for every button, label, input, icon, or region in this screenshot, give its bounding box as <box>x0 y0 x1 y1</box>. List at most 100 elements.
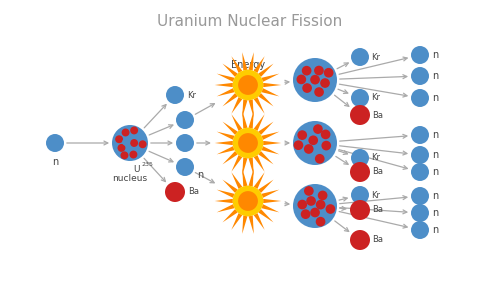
Circle shape <box>293 58 337 102</box>
Circle shape <box>298 130 307 140</box>
Circle shape <box>130 150 138 158</box>
Circle shape <box>350 200 370 220</box>
Polygon shape <box>263 83 281 87</box>
Text: Ba: Ba <box>188 188 199 196</box>
Circle shape <box>166 86 184 104</box>
Polygon shape <box>262 204 280 212</box>
Polygon shape <box>216 88 234 96</box>
Circle shape <box>314 66 324 76</box>
Text: n: n <box>432 191 438 201</box>
Text: n: n <box>432 71 438 81</box>
Polygon shape <box>258 209 274 223</box>
Polygon shape <box>232 114 242 131</box>
Polygon shape <box>254 114 264 131</box>
Text: Energy: Energy <box>231 60 265 70</box>
Circle shape <box>304 144 314 154</box>
Circle shape <box>238 75 258 95</box>
Circle shape <box>324 68 334 78</box>
Circle shape <box>326 204 335 214</box>
Polygon shape <box>222 93 238 106</box>
Polygon shape <box>222 122 238 135</box>
Polygon shape <box>242 100 248 118</box>
Text: n: n <box>432 93 438 103</box>
Polygon shape <box>258 93 274 106</box>
Polygon shape <box>242 168 248 186</box>
Circle shape <box>350 230 370 250</box>
Circle shape <box>120 151 128 159</box>
Circle shape <box>351 89 369 107</box>
Polygon shape <box>262 132 280 140</box>
Polygon shape <box>262 146 280 154</box>
Circle shape <box>310 75 320 84</box>
Polygon shape <box>248 168 254 186</box>
Polygon shape <box>242 158 248 176</box>
Circle shape <box>112 125 148 161</box>
Polygon shape <box>258 122 274 135</box>
Polygon shape <box>232 97 242 114</box>
Text: n: n <box>432 130 438 140</box>
Circle shape <box>176 134 194 152</box>
Text: n: n <box>432 225 438 235</box>
Text: U: U <box>133 165 140 174</box>
Circle shape <box>302 66 312 76</box>
Circle shape <box>322 141 331 150</box>
Text: n: n <box>432 167 438 177</box>
Circle shape <box>411 163 429 181</box>
Circle shape <box>411 67 429 85</box>
Text: Ba: Ba <box>372 168 383 176</box>
Circle shape <box>294 140 304 150</box>
Text: Ba: Ba <box>372 110 383 120</box>
Circle shape <box>304 186 314 196</box>
Circle shape <box>301 209 310 219</box>
Polygon shape <box>263 199 281 203</box>
Polygon shape <box>262 88 280 96</box>
Polygon shape <box>254 97 264 114</box>
Circle shape <box>118 144 126 152</box>
Text: Kr: Kr <box>371 53 380 61</box>
Polygon shape <box>254 172 264 189</box>
Circle shape <box>130 126 138 134</box>
Circle shape <box>313 124 323 134</box>
Polygon shape <box>242 216 248 234</box>
Circle shape <box>122 128 130 136</box>
Circle shape <box>316 200 326 209</box>
Circle shape <box>293 121 337 165</box>
Polygon shape <box>232 56 242 73</box>
Polygon shape <box>214 141 233 145</box>
Polygon shape <box>254 56 264 73</box>
Polygon shape <box>248 110 254 128</box>
Polygon shape <box>222 209 238 223</box>
Polygon shape <box>254 213 264 230</box>
Polygon shape <box>216 190 234 198</box>
Circle shape <box>46 134 64 152</box>
Text: Kr: Kr <box>371 190 380 200</box>
Polygon shape <box>248 52 254 70</box>
Circle shape <box>302 83 312 93</box>
Text: Ba: Ba <box>372 206 383 214</box>
Circle shape <box>232 70 264 100</box>
Text: Kr: Kr <box>187 90 196 100</box>
Circle shape <box>351 48 369 66</box>
Text: n: n <box>432 150 438 160</box>
Circle shape <box>351 149 369 167</box>
Circle shape <box>314 87 324 97</box>
Polygon shape <box>222 180 238 193</box>
Text: n: n <box>52 157 58 167</box>
Circle shape <box>310 208 320 217</box>
Polygon shape <box>222 151 238 164</box>
Polygon shape <box>222 63 238 77</box>
Polygon shape <box>214 199 233 203</box>
Circle shape <box>411 89 429 107</box>
Text: n: n <box>432 208 438 218</box>
Circle shape <box>351 186 369 204</box>
Polygon shape <box>216 146 234 154</box>
Circle shape <box>298 200 307 209</box>
Polygon shape <box>232 155 242 172</box>
Circle shape <box>232 128 264 158</box>
Polygon shape <box>263 141 281 145</box>
Text: Uranium Nuclear Fission: Uranium Nuclear Fission <box>158 14 342 29</box>
Polygon shape <box>258 180 274 193</box>
Circle shape <box>296 75 306 84</box>
Text: Ba: Ba <box>372 235 383 245</box>
Polygon shape <box>254 155 264 172</box>
